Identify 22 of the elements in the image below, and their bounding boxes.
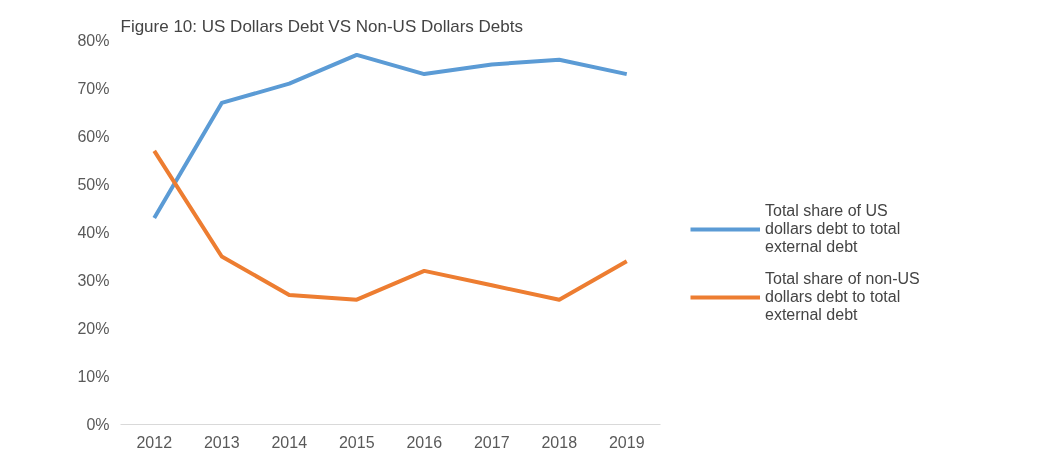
- x-tick-label: 2015: [338, 433, 375, 451]
- y-tick-label: 40%: [77, 224, 110, 241]
- x-tick-label: 2014: [271, 433, 308, 451]
- x-tick-label: 2016: [406, 433, 443, 451]
- y-tick-label: 20%: [77, 320, 110, 337]
- y-tick-label: 60%: [77, 128, 110, 145]
- x-tick-label: 2013: [203, 433, 240, 451]
- y-tick-label: 70%: [77, 80, 110, 97]
- x-tick-label: 2012: [136, 433, 173, 451]
- y-tick-label: 10%: [77, 368, 110, 385]
- x-tick-label: 2018: [541, 433, 578, 451]
- legend-label: Total share of non-US dollars debt to total external debt: [765, 270, 920, 324]
- legend-label: Total share of US dollars debt to total external debt: [765, 202, 901, 256]
- line-series: [152, 52, 629, 221]
- x-tick-label: 2019: [608, 433, 645, 451]
- x-tick-label: 2017: [473, 433, 510, 451]
- y-tick-label: 50%: [77, 176, 110, 193]
- y-tick-label: 0%: [86, 416, 110, 433]
- y-tick-label: 30%: [77, 272, 110, 289]
- chart-title: Figure 10: US Dollars Debt VS Non-US Dollars Debts: [120, 16, 523, 36]
- y-tick-label: 80%: [77, 32, 110, 49]
- line-series: [152, 148, 629, 302]
